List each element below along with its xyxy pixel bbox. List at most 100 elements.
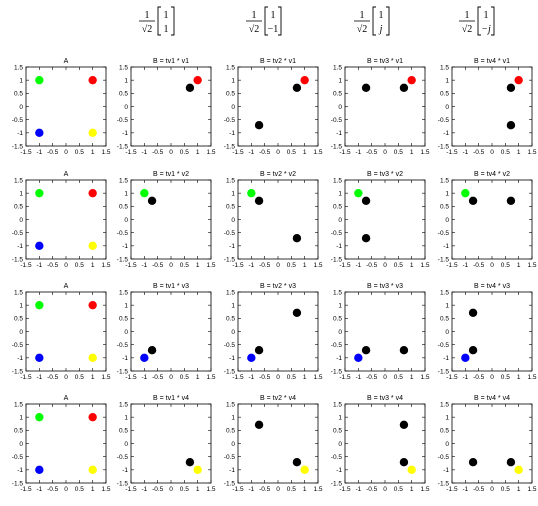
panel-r1c2-ytick-label: 0 (124, 104, 128, 111)
panel-r3c2-xtick-label: 1 (196, 374, 200, 381)
panel-r2c2-ytick-label: -1.5 (117, 256, 129, 263)
header-vector-2-right-bracket (278, 6, 282, 36)
panel-r4c5-xtick-label: -1.5 (446, 486, 458, 493)
panel-r4c5-point-black (468, 457, 478, 467)
panel-r3c4-ytick-label: -1.5 (331, 368, 343, 375)
header-vector-4-entry-2: −j (481, 24, 491, 35)
panel-r4c2-ytick-label: 1.5 (119, 401, 128, 408)
panel-r2c3-title: B = tv2 * v2 (260, 171, 296, 178)
panel-r4c5-ytick-label: 0.5 (440, 428, 449, 435)
panel-r4c5-ytick-label: 1.5 (440, 401, 449, 408)
panel-r3c5-ytick-label: -1.5 (438, 368, 450, 375)
panel-r3c3-ytick-label: -1 (229, 355, 235, 362)
header-vector-2-entry-2: −1 (268, 24, 279, 35)
panel-r3c2-point-black (147, 345, 157, 355)
panel-r1c5-xtick-label: -0.5 (473, 149, 485, 156)
header-vector-1-coef-num: 1 (145, 10, 150, 21)
panel-r1c1-xtick-label: -1 (36, 149, 42, 156)
panel-r2c4-ytick-label: 1.5 (333, 177, 342, 184)
panel-r4c5-xtick-label: 0 (490, 486, 494, 493)
panel-r2c2-xtick-label: 0.5 (180, 262, 189, 269)
panel-r3c3-point-black (254, 345, 264, 355)
panel-r2c2-ytick-label: 0.5 (119, 204, 128, 211)
panel-r4c1-ytick-label: 0 (19, 441, 23, 448)
panel-r3c2-ytick-label: 0 (124, 329, 128, 336)
panel-r4c2-xtick-label: 1.5 (206, 486, 215, 493)
panel-r1c1-xtick-label: 0.5 (75, 149, 84, 156)
panel-r3c5-ytick-label: 0.5 (440, 316, 449, 323)
panel-r2c4-ytick-label: 0 (338, 217, 342, 224)
panel-r1c2-ytick-label: -1 (122, 130, 128, 137)
panel-r4c3-xtick-label: 0 (276, 486, 280, 493)
panel-r1c5-point-black (506, 83, 516, 93)
panel-r3c5-xtick-label: 0 (490, 374, 494, 381)
panel-r2c2-title: B = tv1 * v2 (153, 171, 189, 178)
panel-r3c4-point-blue (354, 353, 363, 363)
panel-r3c5-xtick-label: -1 (462, 374, 468, 381)
panel-r1c4-xtick-label: 0 (383, 149, 387, 156)
panel-r2c5-point-black (506, 196, 516, 206)
panel-r3c4-point-black (399, 345, 409, 355)
panel-r3c1-xtick-label: 0 (64, 374, 68, 381)
panel-r4c4-xtick-label: -1 (355, 486, 361, 493)
panel-r4c5-xtick-label: -1 (462, 486, 468, 493)
panel-r4c4-point-black (399, 420, 409, 430)
panel-r2c4-ytick-label: 1 (338, 190, 342, 197)
panel-r3c1-point-green (35, 300, 44, 310)
panel-r1c1-point-red (88, 75, 97, 85)
panel-r1c4-point-black (399, 83, 409, 93)
panel-r1c3-xtick-label: 0 (276, 149, 280, 156)
panel-r4c4-point-yellow (407, 465, 416, 475)
panel-r1c2-ytick-label: -0.5 (117, 117, 129, 124)
panel-r3c5-point-black (468, 345, 478, 355)
panel-r4c5-xtick-label: 1.5 (527, 486, 536, 493)
panel-r4c2-xtick-label: 0 (169, 486, 173, 493)
panel-r2c2-ytick-label: -1 (122, 243, 128, 250)
panel-r1c3-ytick-label: -1.5 (224, 143, 236, 150)
panel-r2c5-point-green (461, 188, 470, 198)
panel-r3c2-xtick-label: 0 (169, 374, 173, 381)
panel-r2c2-point-black (147, 196, 157, 206)
panel-r1c5-ytick-label: 1 (445, 77, 449, 84)
panel-r3c3-ytick-label: 1.5 (226, 289, 235, 296)
panel-r4c1-ytick-label: 0.5 (14, 428, 23, 435)
panel-r3c1-xtick-label: 0.5 (75, 374, 84, 381)
panel-r3c2-ytick-label: 1.5 (119, 289, 128, 296)
panel-r2c3-point-green (247, 188, 256, 198)
header-vector-4-left-bracket (477, 6, 481, 36)
panel-r4c1-xtick-label: 1 (91, 486, 95, 493)
panel-r2c5-ytick-label: 0.5 (440, 204, 449, 211)
panel-r3c3-ytick-label: 0 (231, 329, 235, 336)
panel-r2c5-point-black (468, 196, 478, 206)
panel-r3c4-ytick-label: -1 (336, 355, 342, 362)
panel-r2c1-xtick-label: 1 (91, 262, 95, 269)
panel-r3c2-xtick-label: 0.5 (180, 374, 189, 381)
panel-r3c5-point-black (468, 308, 478, 318)
panel-r3c2-xtick-label: -1.5 (125, 374, 137, 381)
panel-r2c4-point-black (361, 233, 371, 243)
panel-r1c1-xtick-label: 1 (91, 149, 95, 156)
panel-r2c4-ytick-label: -0.5 (331, 230, 343, 237)
header-vector-2-left-bracket (264, 6, 268, 36)
panel-r3c2-ytick-label: -1.5 (117, 368, 129, 375)
panel-r1c3-xtick-label: -0.5 (259, 149, 271, 156)
panel-r1c5-xtick-label: 0.5 (501, 149, 510, 156)
panel-r3c2-point-blue (140, 353, 149, 363)
header-vector-1-entry-2: 1 (164, 24, 169, 35)
panel-r4c4-xtick-label: -0.5 (366, 486, 378, 493)
panel-r3c4-ytick-label: 0 (338, 329, 342, 336)
panel-r1c5-xtick-label: 1.5 (527, 149, 536, 156)
header-vector-3-entry-2: j (378, 24, 383, 35)
panel-r4c3-ytick-label: -1.5 (224, 480, 236, 487)
panel-r2c4-ytick-label: -1.5 (331, 256, 343, 263)
panel-r1c3-ytick-label: 0.5 (226, 91, 235, 98)
panel-r2c5-xtick-label: 0 (490, 262, 494, 269)
panel-r4c4-xtick-label: 1 (410, 486, 414, 493)
panel-r2c3-ytick-label: -0.5 (224, 230, 236, 237)
panel-r4c2-ytick-label: 0 (124, 441, 128, 448)
panel-r3c1-ytick-label: 1 (19, 302, 23, 309)
panel-r1c2-xtick-label: 0 (169, 149, 173, 156)
panel-r4c2-point-yellow (193, 465, 202, 475)
panel-r2c4-ytick-label: 0.5 (333, 204, 342, 211)
header-vector-2-coef-num: 1 (252, 10, 257, 21)
